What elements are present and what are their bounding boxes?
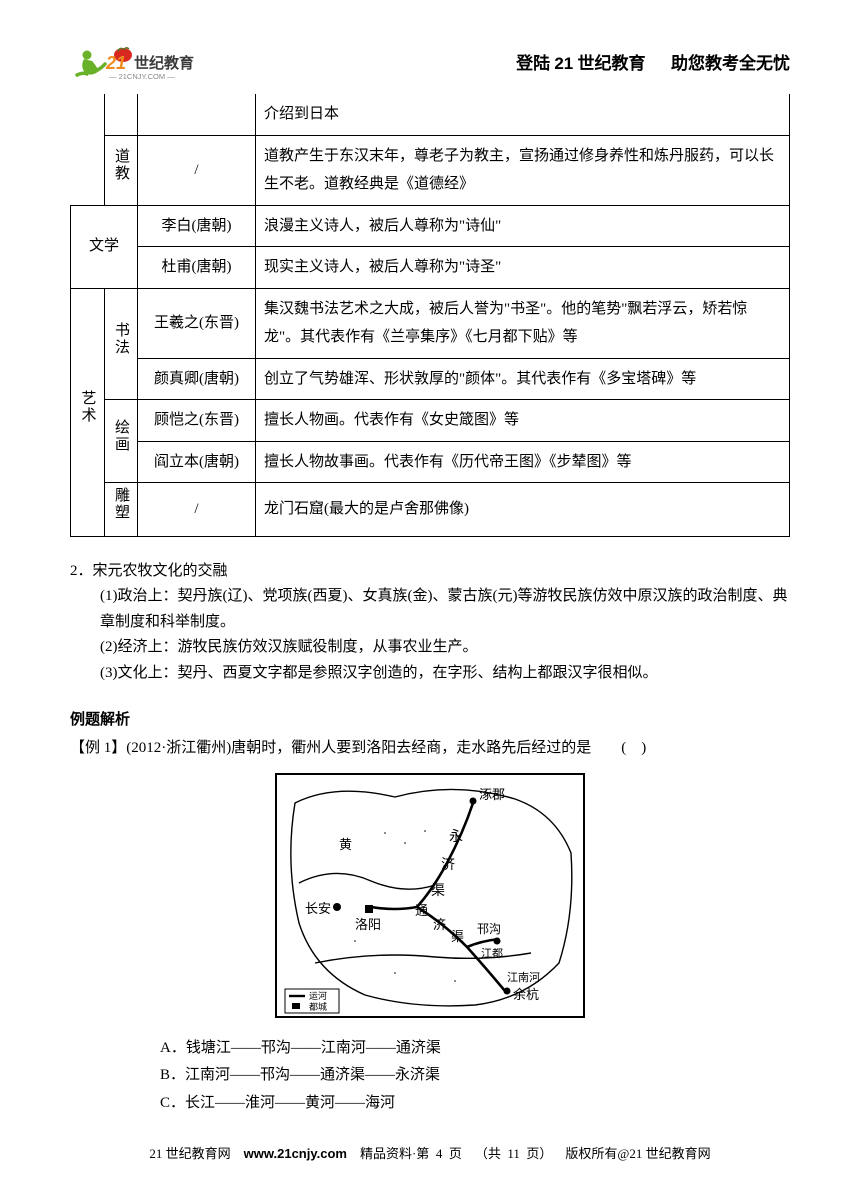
header-slogan: 登陆 21 世纪教育 助您教考全无忧 [516, 50, 790, 79]
cell-category: 艺术 [71, 288, 105, 536]
content-table: 介绍到日本 道教 / 道教产生于东汉末年，尊老子为教主，宣扬通过修身养性和炼丹服… [70, 94, 790, 537]
header-tail: 助您教考全无忧 [671, 54, 790, 73]
footer-copyright: 版权所有@21 世纪教育网 [565, 1146, 710, 1161]
svg-text:邗沟: 邗沟 [477, 922, 501, 936]
table-row: 雕塑 / 龙门石窟(最大的是卢舍那佛像) [71, 483, 790, 537]
cell-person: / [138, 135, 256, 205]
svg-text:洛阳: 洛阳 [355, 917, 381, 932]
footer-mid1: 精品资料·第 [360, 1146, 429, 1161]
page-footer: 21 世纪教育网 www.21cnjy.com 精品资料·第 4 页 （共 11… [0, 1143, 860, 1165]
svg-text:渠: 渠 [431, 883, 445, 899]
example-question: 【例 1】(2012·浙江衢州)唐朝时，衢州人要到洛阳去经商，走水路先后经过的是… [70, 736, 790, 762]
header-mid: 世纪教育 [578, 54, 646, 73]
footer-url: www.21cnjy.com [244, 1146, 347, 1161]
cell-desc: 集汉魏书法艺术之大成，被后人誉为"书圣"。他的笔势"飘若浮云，矫若惊龙"。其代表… [256, 288, 790, 358]
svg-text:永: 永 [449, 829, 463, 845]
cell-blank [138, 94, 256, 135]
table-row: 文学 李白(唐朝) 浪漫主义诗人，被后人尊称为"诗仙" [71, 205, 790, 247]
svg-text:江都: 江都 [481, 947, 503, 960]
table-row: 绘画 顾恺之(东晋) 擅长人物画。代表作有《女史箴图》等 [71, 400, 790, 442]
option-c: C．长江——淮河——黄河——海河 [160, 1091, 790, 1117]
svg-text:长安: 长安 [305, 901, 331, 916]
example-heading: 例题解析 [70, 708, 790, 734]
option-a: A．钱塘江——邗沟——江南河——通济渠 [160, 1036, 790, 1062]
answer-options: A．钱塘江——邗沟——江南河——通济渠 B．江南河——邗沟——通济渠——永济渠 … [160, 1036, 790, 1117]
section-heading: 2．宋元农牧文化的交融 [70, 559, 790, 585]
cell-person: / [138, 483, 256, 537]
cell-person: 王羲之(东晋) [138, 288, 256, 358]
table-row: 艺术 书法 王羲之(东晋) 集汉魏书法艺术之大成，被后人誉为"书圣"。他的笔势"… [71, 288, 790, 358]
site-logo: 21 世纪教育 — 21CNJY.COM — [70, 44, 245, 84]
table-row: 阎立本(唐朝) 擅长人物故事画。代表作有《历代帝王图》《步辇图》等 [71, 441, 790, 483]
table-row: 杜甫(唐朝) 现实主义诗人，被后人尊称为"诗圣" [71, 247, 790, 289]
cell-desc: 擅长人物画。代表作有《女史箴图》等 [256, 400, 790, 442]
svg-text:涿郡: 涿郡 [479, 787, 505, 802]
page-header: 21 世纪教育 — 21CNJY.COM — 登陆 21 世纪教育 助您教考全无… [70, 40, 790, 88]
footer-total-prefix: （共 [475, 1146, 501, 1161]
footer-mid2: 页 [449, 1146, 462, 1161]
footer-page: 4 [436, 1146, 443, 1161]
legend-capital: 都城 [309, 1002, 327, 1012]
cell-subcategory: 书法 [104, 288, 138, 400]
table-row: 介绍到日本 [71, 94, 790, 135]
map-figure: 运河 都城 涿郡 黄 永 济 渠 长安 洛阳 通 济 渠 邗沟 江都 江南河 余… [70, 773, 790, 1028]
svg-text:渠: 渠 [451, 929, 464, 944]
canal-map-icon: 运河 都城 涿郡 黄 永 济 渠 长安 洛阳 通 济 渠 邗沟 江都 江南河 余… [275, 773, 585, 1018]
header-num: 21 [554, 54, 573, 73]
cell-person: 顾恺之(东晋) [138, 400, 256, 442]
cell-desc: 介绍到日本 [256, 94, 790, 135]
cell-subcategory: 雕塑 [104, 483, 138, 537]
cell-desc: 现实主义诗人，被后人尊称为"诗圣" [256, 247, 790, 289]
svg-text:济: 济 [441, 857, 455, 873]
paragraph: (1)政治上：契丹族(辽)、党项族(西夏)、女真族(金)、蒙古族(元)等游牧民族… [100, 584, 790, 635]
svg-text:江南河: 江南河 [507, 971, 540, 984]
table-row: 道教 / 道教产生于东汉末年，尊老子为教主，宣扬通过修身养性和炼丹服药，可以长生… [71, 135, 790, 205]
cell-person: 李白(唐朝) [138, 205, 256, 247]
cell-person: 颜真卿(唐朝) [138, 358, 256, 400]
footer-brand: 21 世纪教育网 [149, 1146, 230, 1161]
svg-text:世纪教育: 世纪教育 [134, 54, 194, 72]
svg-text:余杭: 余杭 [513, 987, 539, 1002]
svg-text:— 21CNJY.COM —: — 21CNJY.COM — [109, 72, 175, 81]
svg-text:通: 通 [415, 903, 428, 918]
svg-text:黄: 黄 [339, 837, 352, 852]
cell-desc: 擅长人物故事画。代表作有《历代帝王图》《步辇图》等 [256, 441, 790, 483]
cell-person: 杜甫(唐朝) [138, 247, 256, 289]
logo-icon: 21 世纪教育 — 21CNJY.COM — [70, 44, 245, 84]
cell-desc: 龙门石窟(最大的是卢舍那佛像) [256, 483, 790, 537]
cell-blank [71, 135, 105, 205]
footer-total: 11 [507, 1146, 520, 1161]
paragraph: (2)经济上：游牧民族仿效汉族赋役制度，从事农业生产。 [100, 635, 790, 661]
cell-desc: 道教产生于东汉末年，尊老子为教主，宣扬通过修身养性和炼丹服药，可以长生不老。道教… [256, 135, 790, 205]
cell-person: 阎立本(唐朝) [138, 441, 256, 483]
paragraph: (3)文化上：契丹、西夏文字都是参照汉字创造的，在字形、结构上都跟汉字很相似。 [100, 661, 790, 687]
svg-text:21: 21 [105, 53, 126, 73]
footer-total-suffix: 页） [526, 1146, 552, 1161]
table-row: 颜真卿(唐朝) 创立了气势雄浑、形状敦厚的"颜体"。其代表作有《多宝塔碑》等 [71, 358, 790, 400]
cell-category: 道教 [104, 135, 138, 205]
svg-text:济: 济 [433, 917, 446, 932]
header-gap [650, 54, 667, 73]
cell-desc: 创立了气势雄浑、形状敦厚的"颜体"。其代表作有《多宝塔碑》等 [256, 358, 790, 400]
cell-desc: 浪漫主义诗人，被后人尊称为"诗仙" [256, 205, 790, 247]
header-prefix: 登陆 [516, 54, 550, 73]
cell-blank [71, 94, 105, 135]
cell-blank [104, 94, 138, 135]
option-b: B．江南河——邗沟——通济渠——永济渠 [160, 1063, 790, 1089]
cell-subcategory: 绘画 [104, 400, 138, 483]
legend-canal: 运河 [309, 990, 327, 1001]
cell-category: 文学 [71, 205, 138, 288]
